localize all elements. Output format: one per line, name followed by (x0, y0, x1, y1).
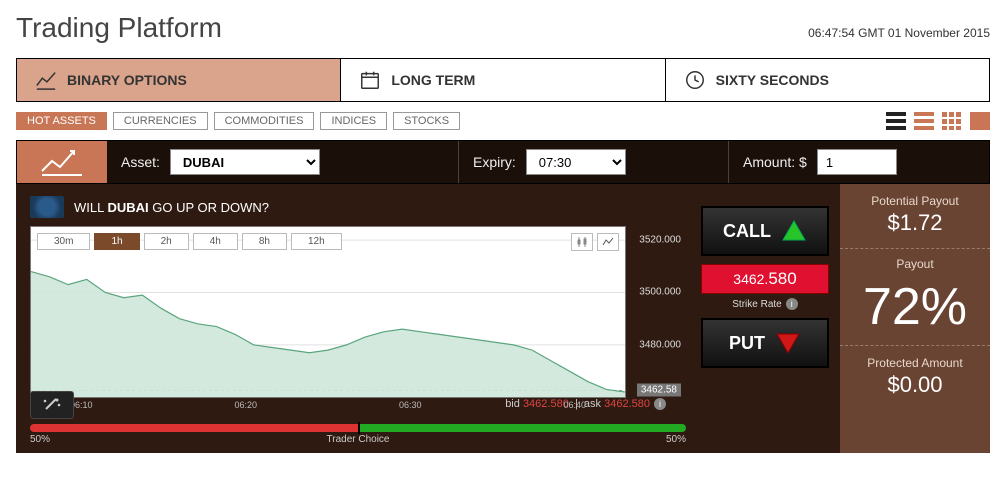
amount-segment: Amount: $ (729, 141, 989, 183)
timeframe-12h[interactable]: 12h (291, 233, 342, 250)
arrow-up-icon (781, 218, 807, 244)
x-axis-ticks: 06:10 06:20 06:30 06:40 (30, 398, 626, 410)
price-chart[interactable]: 30m 1h 2h 4h 8h 12h 3520.0003500.0003480… (30, 226, 626, 398)
x-tick: 06:30 (399, 400, 422, 410)
info-icon[interactable]: i (786, 298, 798, 310)
call-put-column: CALL 3462.580 Strike Rate i PUT (690, 184, 840, 453)
chart-svg (31, 227, 625, 397)
page-title: Trading Platform (16, 12, 222, 44)
calendar-icon (359, 69, 381, 91)
amount-input[interactable] (817, 149, 897, 175)
layout-rows-icon[interactable] (914, 112, 934, 130)
protected-amount-value: $0.00 (846, 372, 984, 398)
payout-label: Payout (840, 257, 990, 271)
chart-column: WILL DUBAI GO UP OR DOWN? 30m 1h 2h 4h 8… (16, 184, 690, 453)
tab-label: SIXTY SECONDS (716, 72, 829, 88)
x-tick: 06:20 (234, 400, 257, 410)
put-label: PUT (729, 333, 765, 354)
server-timestamp: 06:47:54 GMT 01 November 2015 (808, 26, 990, 40)
arrow-down-icon (775, 330, 801, 356)
pill-stocks[interactable]: STOCKS (393, 112, 460, 130)
chart-type-line-icon[interactable] (597, 233, 619, 251)
chart-line-icon (35, 69, 57, 91)
sentiment-right-pct: 50% (666, 434, 686, 445)
layout-full-icon[interactable] (970, 112, 990, 130)
tab-label: BINARY OPTIONS (67, 72, 187, 88)
question-suffix: GO UP OR DOWN? (149, 200, 269, 215)
protected-amount-label: Protected Amount (846, 356, 984, 370)
asset-select[interactable]: DUBAI (170, 149, 320, 175)
chart-type-candles-icon[interactable] (571, 233, 593, 251)
pill-commodities[interactable]: COMMODITIES (214, 112, 315, 130)
sentiment-left-pct: 50% (30, 434, 50, 445)
question-prefix: WILL (74, 200, 107, 215)
timeframe-2h[interactable]: 2h (144, 233, 189, 250)
param-bar-logo (17, 141, 107, 183)
main-tabs: BINARY OPTIONS LONG TERM SIXTY SECONDS (16, 58, 990, 102)
strike-rate-box: 3462.580 Strike Rate i (701, 264, 829, 310)
pill-hot-assets[interactable]: HOT ASSETS (16, 112, 107, 130)
call-button[interactable]: CALL (701, 206, 829, 256)
asset-logo-badge (30, 196, 64, 218)
trader-sentiment: 50% Trader Choice 50% (30, 424, 686, 445)
tab-long-term[interactable]: LONG TERM (341, 59, 665, 101)
payout-percent: 72% (840, 271, 990, 345)
current-price-flag: 3462.58 (637, 384, 681, 397)
timeframe-8h[interactable]: 8h (242, 233, 287, 250)
strike-rate-value: 3462.580 (701, 264, 829, 294)
potential-payout-label: Potential Payout (846, 194, 984, 208)
chart-tools-button[interactable] (30, 391, 74, 419)
tab-binary-options[interactable]: BINARY OPTIONS (17, 59, 341, 101)
expiry-label: Expiry: (473, 154, 516, 170)
layout-switcher (886, 112, 990, 130)
timeframe-30m[interactable]: 30m (37, 233, 90, 250)
trade-parameter-bar: Asset: DUBAI Expiry: 07:30 Amount: $ (16, 140, 990, 184)
put-button[interactable]: PUT (701, 318, 829, 368)
pill-currencies[interactable]: CURRENCIES (113, 112, 208, 130)
expiry-select[interactable]: 07:30 (526, 149, 626, 175)
payout-column: Potential Payout $1.72 Payout 72% Protec… (840, 184, 990, 453)
timeframe-row: 30m 1h 2h 4h 8h 12h (37, 233, 342, 250)
expiry-selector-segment: Expiry: 07:30 (459, 141, 729, 183)
strike-rate-label: Strike Rate (732, 299, 781, 310)
timeframe-4h[interactable]: 4h (193, 233, 238, 250)
amount-label: Amount: $ (743, 154, 807, 170)
pill-indices[interactable]: INDICES (320, 112, 387, 130)
timeframe-1h[interactable]: 1h (94, 233, 139, 250)
sentiment-center-label: Trader Choice (327, 434, 390, 445)
clock-icon (684, 69, 706, 91)
magic-wand-icon (42, 397, 62, 413)
trade-area: WILL DUBAI GO UP OR DOWN? 30m 1h 2h 4h 8… (16, 184, 990, 453)
question-asset: DUBAI (107, 200, 148, 215)
asset-label: Asset: (121, 154, 160, 170)
asset-filter-pills: HOT ASSETS CURRENCIES COMMODITIES INDICE… (16, 112, 460, 130)
x-tick: 06:40 (563, 400, 586, 410)
call-label: CALL (723, 221, 771, 242)
tab-label: LONG TERM (391, 72, 475, 88)
asset-selector-segment: Asset: DUBAI (107, 141, 459, 183)
potential-payout-value: $1.72 (846, 210, 984, 236)
chart-question: WILL DUBAI GO UP OR DOWN? (30, 196, 686, 218)
layout-grid-icon[interactable] (942, 112, 962, 130)
sentiment-bar (30, 424, 686, 432)
layout-list-icon[interactable] (886, 112, 906, 130)
tab-sixty-seconds[interactable]: SIXTY SECONDS (666, 59, 989, 101)
